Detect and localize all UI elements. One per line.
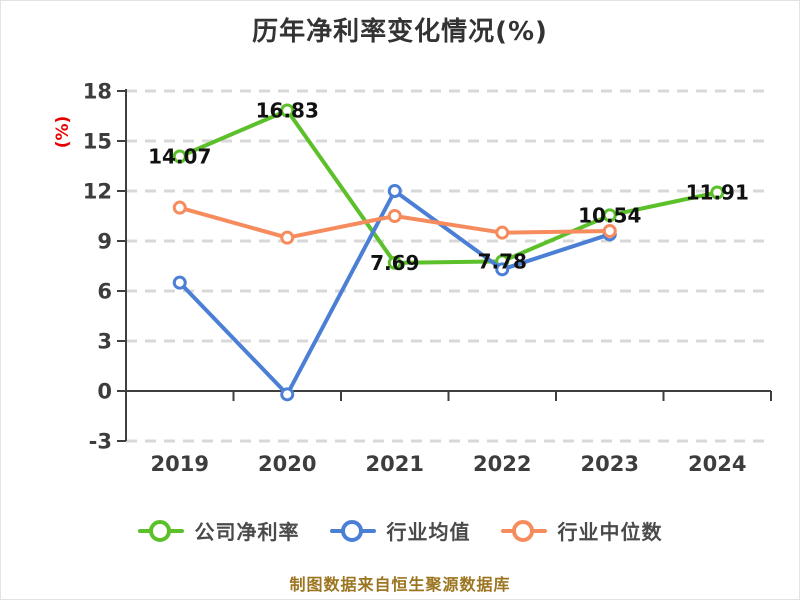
x-tick-label: 2019 xyxy=(151,452,209,476)
data-point-series-1 xyxy=(495,262,510,277)
y-tick-label: 15 xyxy=(83,130,112,154)
data-point-series-1 xyxy=(280,387,295,402)
data-point-series-1 xyxy=(172,275,187,290)
legend-label-company: 公司净利率 xyxy=(194,520,300,544)
legend-dot-industry-avg xyxy=(340,519,363,542)
x-tick-label: 2021 xyxy=(366,452,424,476)
data-label: 7.69 xyxy=(370,251,419,275)
data-point-series-2 xyxy=(172,200,187,215)
data-point-series-2 xyxy=(602,224,617,238)
chart-title: 历年净利率变化情况(%) xyxy=(252,17,548,47)
x-tick-label: 2020 xyxy=(258,452,316,476)
legend-item-company[interactable]: 公司净利率 xyxy=(137,516,300,545)
y-tick-label: -3 xyxy=(89,430,112,454)
series-line-0 xyxy=(177,108,720,265)
y-axis-unit-label: (%) xyxy=(53,116,73,149)
y-tick-label: 6 xyxy=(97,280,112,304)
legend-dot-company xyxy=(148,519,171,542)
data-point-series-0 xyxy=(172,149,187,164)
data-label: 11.91 xyxy=(686,181,749,205)
data-point-series-0 xyxy=(710,185,725,200)
y-tick-label: 0 xyxy=(97,380,112,404)
legend-label-industry-median: 行业中位数 xyxy=(557,520,663,544)
legend-label-industry-avg: 行业均值 xyxy=(386,520,471,544)
data-point-series-1 xyxy=(387,184,402,198)
data-point-series-2 xyxy=(495,225,510,240)
data-point-series-0 xyxy=(387,255,402,270)
legend-marker-industry-median-icon xyxy=(500,519,547,542)
legend-item-industry-avg[interactable]: 行业均值 xyxy=(329,516,471,545)
x-tick-label: 2022 xyxy=(473,452,531,476)
legend-item-industry-median[interactable]: 行业中位数 xyxy=(500,516,663,545)
legend-marker-industry-avg-icon xyxy=(329,519,376,542)
data-label: 10.54 xyxy=(578,203,641,227)
x-tick-label: 2024 xyxy=(688,452,746,476)
data-label: 14.07 xyxy=(148,145,211,169)
data-point-series-2 xyxy=(280,230,295,245)
x-tick-label: 2023 xyxy=(581,452,639,476)
y-tick-label: 3 xyxy=(97,330,112,354)
data-point-series-0 xyxy=(602,208,617,223)
legend: 公司净利率 行业均值 行业中位数 xyxy=(1,516,799,545)
y-tick-label: 12 xyxy=(83,180,112,204)
legend-marker-company-icon xyxy=(137,519,184,542)
legend-dot-industry-median xyxy=(511,519,534,542)
y-tick-label: 9 xyxy=(97,230,112,254)
data-label: 7.78 xyxy=(478,249,527,273)
data-point-series-2 xyxy=(387,209,402,223)
y-tick-label: 18 xyxy=(83,80,112,104)
data-label: 16.83 xyxy=(256,99,319,123)
data-point-series-0 xyxy=(280,103,295,118)
data-source-note: 制图数据来自恒生聚源数据库 xyxy=(289,575,511,594)
